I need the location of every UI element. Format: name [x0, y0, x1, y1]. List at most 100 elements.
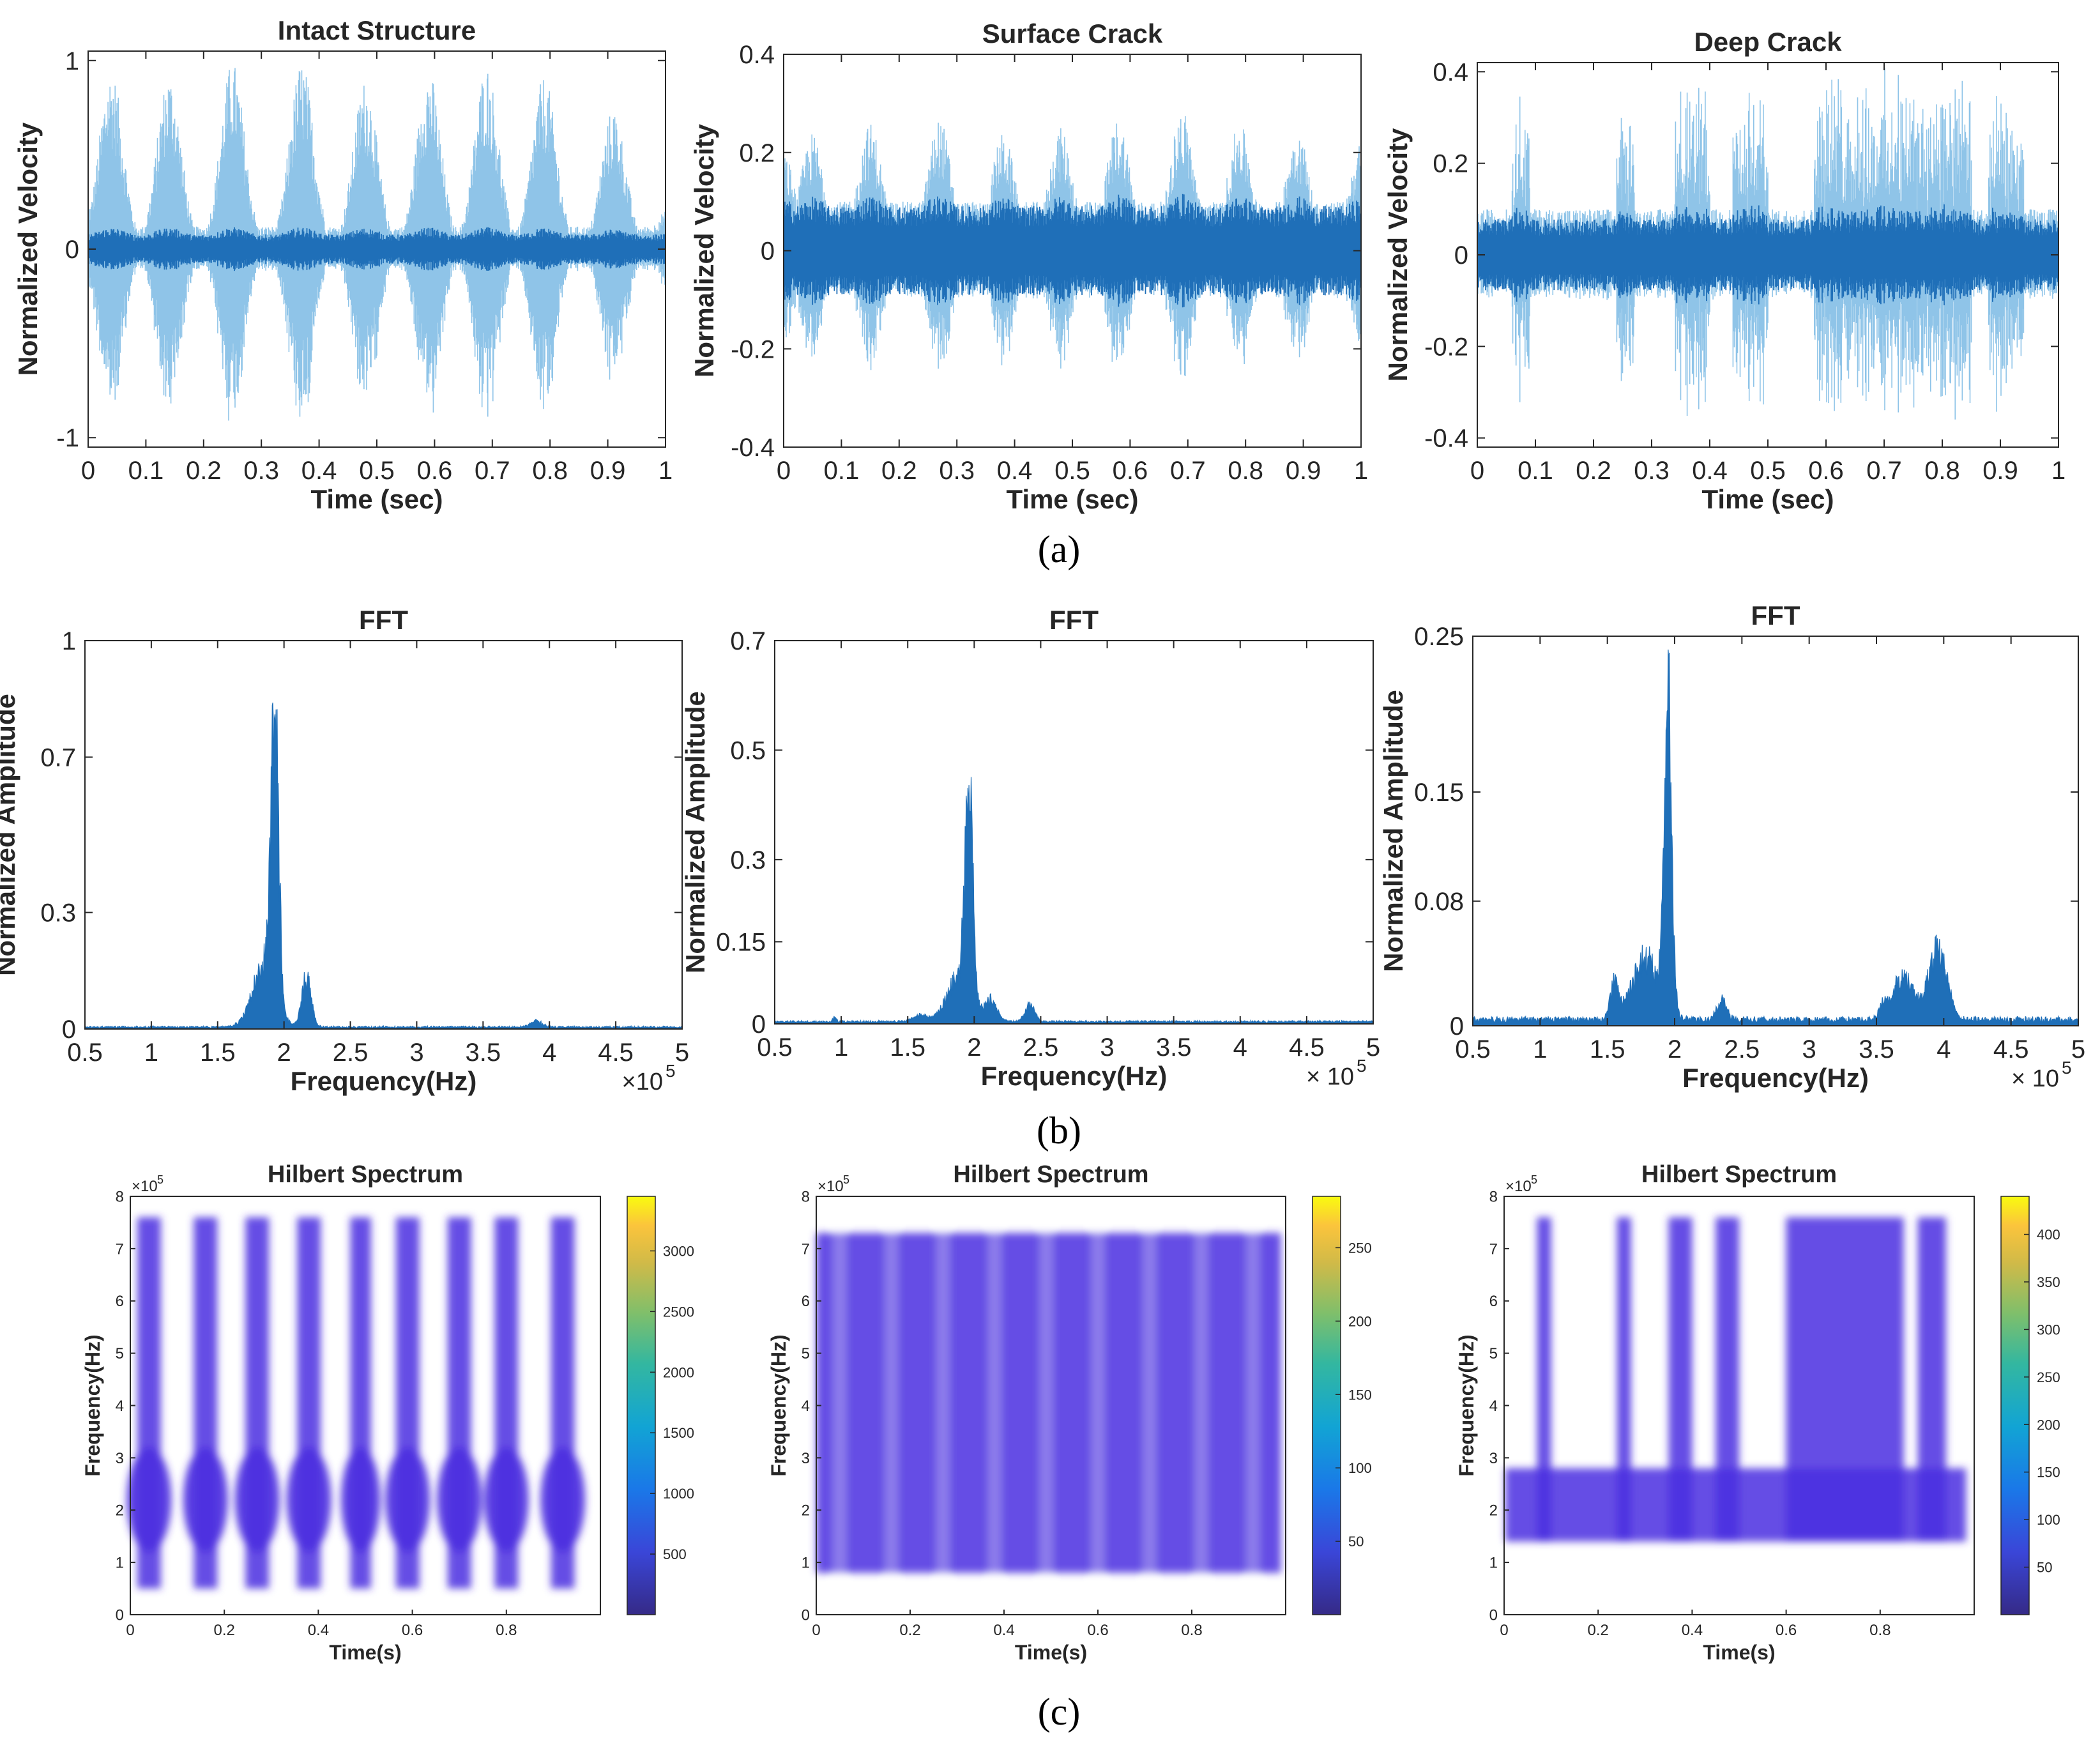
chart-title: Surface Crack [982, 19, 1163, 49]
colorbar-tick-label: 500 [663, 1546, 687, 1562]
x-tick-label: 0.4 [1692, 457, 1728, 485]
x-tick-label: 4 [1936, 1035, 1951, 1063]
y-tick-label: 0.2 [1433, 150, 1468, 178]
colorbar-tick-label: 200 [2037, 1417, 2060, 1433]
y-tick-label: 6 [116, 1293, 124, 1310]
x-scale-exponent: 5 [2062, 1058, 2072, 1078]
colorbar-tick-label: 300 [2037, 1322, 2060, 1337]
chart-title: Deep Crack [1694, 27, 1842, 57]
y-tick-label: 3 [1489, 1450, 1498, 1467]
x-axis-label: Time(s) [329, 1641, 401, 1664]
x-tick-label: 0.1 [128, 457, 164, 485]
y-tick-label: 3 [802, 1450, 810, 1467]
energy-gap [988, 1212, 1001, 1615]
x-tick-label: 0.3 [1634, 457, 1670, 485]
colorbar-tick-label: 100 [2037, 1512, 2060, 1528]
y-tick-label: -0.4 [731, 434, 775, 462]
energy-gap [833, 1212, 846, 1615]
x-tick-label: 0.2 [899, 1622, 920, 1639]
y-tick-label: 0 [761, 238, 775, 266]
y-scale-exponent: 5 [1531, 1173, 1537, 1186]
y-tick-label: 1 [802, 1555, 810, 1572]
y-tick-label: 8 [116, 1188, 124, 1205]
x-scale-label: × 10 [1306, 1063, 1354, 1090]
colorbar-tick-label: 150 [2037, 1465, 2060, 1481]
y-axis-label: Frequency(Hz) [1455, 1334, 1478, 1476]
x-tick-label: 0.2 [1576, 457, 1611, 485]
energy-gap [1143, 1212, 1156, 1615]
x-tick-label: 2 [1668, 1035, 1682, 1063]
x-tick-label: 0.8 [1924, 457, 1960, 485]
x-tick-label: 0.8 [532, 457, 568, 485]
y-tick-label: 0 [752, 1010, 766, 1039]
energy-gap [936, 1212, 950, 1615]
y-tick-label: 0.4 [739, 41, 775, 69]
x-tick-label: 0.4 [997, 457, 1033, 485]
energy-burst [1716, 1217, 1739, 1542]
x-tick-label: 2.5 [333, 1039, 369, 1067]
colorbar-tick-label: 100 [1348, 1460, 1372, 1476]
chart-title: FFT [1751, 600, 1800, 630]
y-tick-label: 1 [62, 627, 76, 655]
panel-intact-hilbert: 500 1000 1500 2000 2500 3000 0 0.2 0.4 0.6 0.8 0 1 2 3… [81, 1161, 694, 1664]
panel-surface-fft: 0.5 1 1.5 2 2.5 3 3.5 4 4.5 5 0 0.15 0.3 0.5 0.7 FFT Fre… [680, 605, 1380, 1091]
x-axis-label: Time(s) [1015, 1641, 1087, 1664]
x-tick-label: 0.2 [186, 457, 222, 485]
y-tick-label: 7 [1489, 1240, 1498, 1258]
x-scale-exponent: 5 [1357, 1056, 1367, 1076]
y-tick-label: 0.7 [40, 743, 76, 772]
x-tick-label: 4 [542, 1039, 556, 1067]
y-tick-label: 0 [116, 1606, 124, 1624]
y-axis-label: Normalized Velocity [1383, 128, 1413, 381]
y-tick-label: 0 [1489, 1606, 1498, 1624]
x-tick-label: 0.9 [590, 457, 626, 485]
x-tick-label: 0.2 [214, 1622, 235, 1639]
colorbar-tick-label: 250 [1348, 1240, 1372, 1256]
x-tick-label: 0.5 [359, 457, 395, 485]
energy-burst [1617, 1217, 1631, 1542]
x-axis-label: Time (sec) [1702, 484, 1834, 514]
colorbar [1312, 1196, 1341, 1615]
y-tick-label: 0 [65, 236, 79, 264]
colorbar-tick-label: 50 [2037, 1560, 2052, 1576]
x-tick-label: 3 [1802, 1035, 1816, 1063]
energy-gap [1040, 1212, 1053, 1615]
x-axis-label: Frequency(Hz) [1682, 1063, 1869, 1093]
x-tick-label: 0.6 [417, 457, 453, 485]
x-tick-label: 5 [1366, 1033, 1380, 1062]
energy-burst [1786, 1217, 1904, 1542]
y-tick-label: -0.2 [731, 335, 775, 363]
y-tick-label: 0.25 [1414, 623, 1464, 651]
caption-a: (a) [1038, 528, 1081, 570]
y-tick-label: 8 [802, 1188, 810, 1205]
y-axis-label: Frequency(Hz) [767, 1334, 790, 1476]
x-tick-label: 1 [834, 1033, 848, 1062]
x-tick-label: 0.4 [308, 1622, 329, 1639]
x-tick-label: 0.7 [1866, 457, 1902, 485]
y-scale-label: ×10 [132, 1178, 158, 1195]
y-tick-label: 3 [116, 1450, 124, 1467]
axes-frame [84, 640, 683, 1030]
x-tick-label: 5 [2071, 1035, 2085, 1063]
y-tick-label: 0 [1454, 241, 1468, 270]
x-tick-label: 0.7 [1170, 457, 1206, 485]
chart-title: Hilbert Spectrum [1641, 1161, 1837, 1188]
y-tick-label: 5 [116, 1345, 124, 1362]
x-tick-label: 1 [1533, 1035, 1547, 1063]
colorbar-tick-label: 400 [2037, 1227, 2060, 1243]
plot-area [85, 641, 682, 1029]
y-tick-label: 8 [1489, 1188, 1498, 1205]
x-tick-label: 0 [126, 1622, 134, 1639]
x-tick-label: 3.5 [1156, 1033, 1192, 1062]
colorbar-tick-label: 2500 [663, 1304, 694, 1320]
energy-burst [1668, 1217, 1693, 1542]
heatmap-field [816, 1212, 1281, 1615]
x-scale-exponent: 5 [666, 1061, 676, 1081]
energy-bulge [385, 1447, 430, 1552]
x-tick-label: 0.1 [824, 457, 860, 485]
x-tick-label: 0 [1500, 1622, 1508, 1639]
x-tick-label: 1 [2051, 457, 2066, 485]
y-tick-label: 2 [802, 1502, 810, 1520]
energy-bulge [234, 1447, 280, 1552]
y-tick-label: 0 [62, 1016, 76, 1044]
